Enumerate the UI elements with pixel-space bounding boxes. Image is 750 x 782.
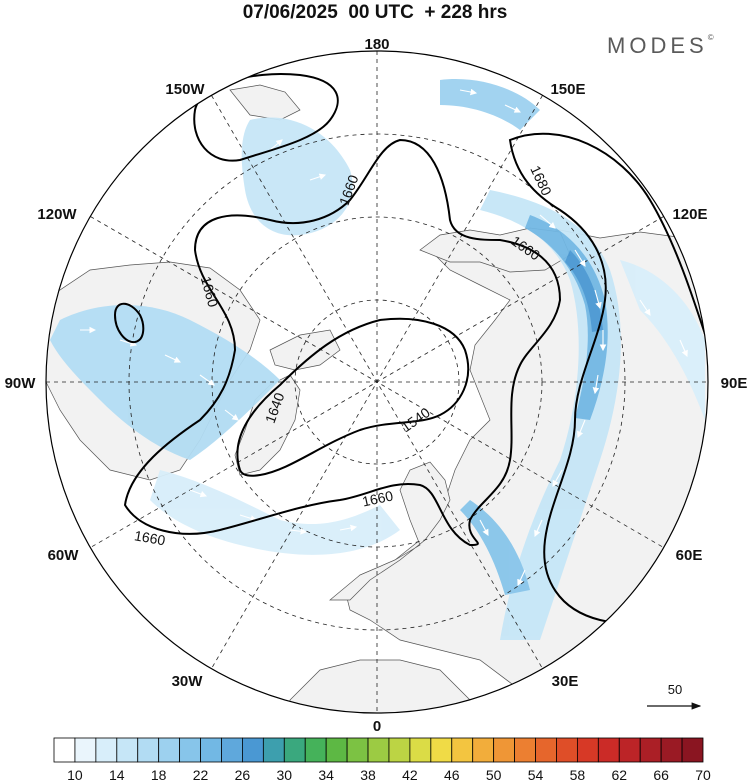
jet-streak-scandinavia [460, 500, 530, 595]
wind-vector-arrow [552, 469, 563, 487]
meridian-line [90, 216, 664, 548]
contour-label: 1660 [361, 487, 395, 509]
wind-vector-arrow [309, 173, 327, 181]
wind-vector-arrow [459, 88, 478, 96]
wind-vector-arrow [189, 489, 208, 498]
brand-logo: MODES© [607, 33, 714, 59]
longitude-label: 90E [721, 375, 748, 392]
jet-streak-west [50, 305, 280, 460]
map-disc [46, 51, 708, 713]
contour-label: 1660 [198, 275, 222, 309]
wind-vector-arrow [239, 514, 258, 522]
wind-vector-arrow [479, 519, 489, 536]
wind-vector-arrow [592, 374, 600, 395]
graticule [46, 51, 708, 713]
longitude-label: 150E [550, 81, 585, 98]
wind-vector-arrow [504, 104, 521, 113]
jet-streak-northeast [440, 79, 540, 130]
longitude-label: 120E [672, 206, 707, 223]
wind-speed-shading [50, 79, 705, 640]
longitude-labels: 180 150E 120E 90E 60E 30E 0 30W 60W 90W … [5, 36, 748, 735]
wind-vector-arrow [269, 139, 283, 151]
longitude-label: 30W [172, 673, 204, 690]
wind-vector-arrow [199, 374, 215, 386]
wind-vector-arrow [574, 249, 586, 267]
contour-1660-closed [113, 302, 145, 344]
contour-1680 [508, 132, 708, 626]
copyright-mark: © [707, 33, 714, 42]
wind-vector-arrow [594, 289, 602, 310]
jet-streak-atlantic [150, 470, 400, 555]
wind-vector-arrow [224, 409, 239, 421]
wind-vector-arrow [539, 214, 556, 229]
longitude-label: 30E [552, 673, 579, 690]
europe-land [329, 461, 451, 601]
wind-vector-arrow [577, 419, 586, 439]
contour-label: 1660 [133, 527, 167, 548]
geopotential-contours [113, 73, 708, 626]
greenland-land [234, 374, 301, 476]
wind-vector-arrow [517, 569, 526, 586]
contour-1540 [236, 317, 470, 477]
wind-vector-arrow [639, 299, 651, 316]
reference-vector-label: 50 [668, 682, 682, 697]
longitude-label: 90W [5, 375, 37, 392]
wind-vector-arrow [339, 524, 358, 532]
reference-vector: 50 [647, 682, 702, 710]
wind-vector-arrow [289, 528, 308, 535]
jet-streak-pacific [241, 117, 353, 236]
longitude-label: 120W [37, 206, 77, 223]
wind-vector-arrow [679, 339, 688, 358]
contour-1660-inner [123, 138, 562, 547]
longitude-label: 0 [373, 718, 381, 735]
wind-vector-arrow [534, 519, 543, 538]
arctic-archipelago [269, 329, 341, 371]
map-title: 07/06/2025 00 UTC + 228 hrs [242, 2, 508, 23]
wind-vector-arrow [119, 339, 138, 347]
longitude-label: 60W [48, 547, 80, 564]
map-border [45, 50, 709, 714]
alaska-land [229, 84, 301, 121]
brand-name: MODES [607, 33, 708, 58]
jet-core-east [525, 215, 608, 420]
longitude-label: 180 [364, 36, 389, 53]
longitude-label: 150W [165, 81, 205, 98]
longitude-label: 60E [676, 547, 703, 564]
jet-streak-asia [620, 260, 705, 420]
jet-core-east-2 [565, 250, 603, 332]
wind-vector-arrow [164, 354, 181, 363]
wind-vectors [80, 88, 688, 586]
